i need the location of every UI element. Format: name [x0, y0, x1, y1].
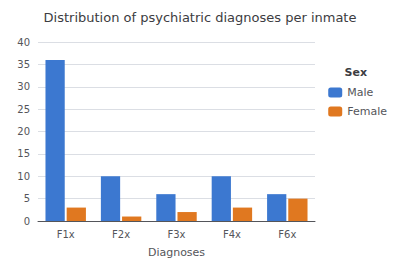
svg-text:40: 40 — [17, 37, 30, 48]
svg-text:10: 10 — [17, 171, 30, 182]
svg-text:5: 5 — [24, 193, 30, 204]
svg-text:30: 30 — [17, 81, 30, 92]
svg-text:Male: Male — [347, 86, 373, 99]
svg-text:0: 0 — [24, 216, 30, 227]
svg-text:F6x: F6x — [278, 229, 296, 240]
svg-text:35: 35 — [17, 59, 30, 70]
svg-text:Sex: Sex — [345, 66, 367, 79]
svg-text:Distribution of psychiatric di: Distribution of psychiatric diagnoses pe… — [44, 10, 357, 25]
svg-text:15: 15 — [17, 148, 30, 159]
svg-text:F4x: F4x — [223, 229, 241, 240]
svg-text:F1x: F1x — [57, 229, 75, 240]
svg-text:F3x: F3x — [167, 229, 185, 240]
svg-text:Female: Female — [347, 105, 387, 118]
svg-text:20: 20 — [17, 126, 30, 137]
svg-text:F2x: F2x — [112, 229, 130, 240]
svg-text:Diagnoses: Diagnoses — [148, 246, 205, 259]
svg-text:25: 25 — [17, 104, 30, 115]
